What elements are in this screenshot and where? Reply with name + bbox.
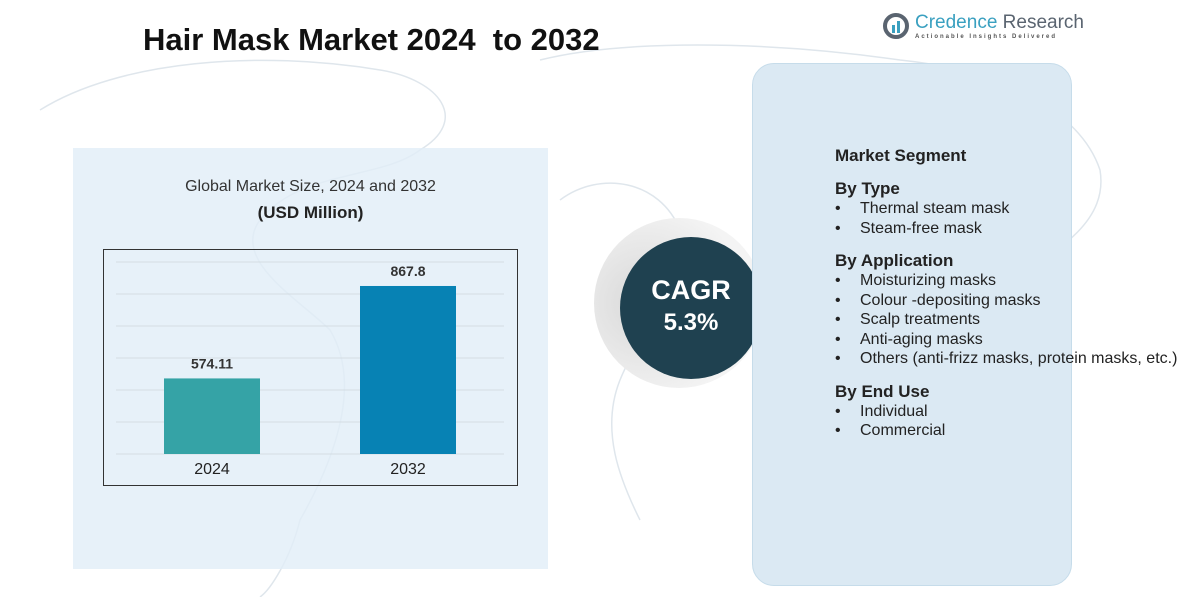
segment-item: Others (anti-frizz masks, protein masks,… xyxy=(835,349,1177,369)
logo-icon xyxy=(883,13,909,39)
bar-chart: 574.11 2024 867.8 2032 xyxy=(103,249,518,486)
chart-subtitle: (USD Million) xyxy=(257,203,364,222)
data-label: 867.8 xyxy=(390,263,425,279)
segment-group-list: IndividualCommercial xyxy=(835,402,1177,441)
segment-item: Thermal steam mask xyxy=(835,199,1177,219)
logo-name-2: Research xyxy=(997,12,1084,33)
segment-item: Moisturizing masks xyxy=(835,271,1177,291)
credence-research-logo: Credence Research Actionable Insights De… xyxy=(882,12,1084,40)
cagr-label: CAGR xyxy=(651,275,731,305)
segment-item: Individual xyxy=(835,402,1177,422)
bar-2024 xyxy=(164,378,260,454)
segment-item: Colour -depositing masks xyxy=(835,291,1177,311)
logo-tagline: Actionable Insights Delivered xyxy=(915,34,1058,40)
segment-group-list: Moisturizing masksColour -depositing mas… xyxy=(835,271,1177,369)
segment-item: Commercial xyxy=(835,421,1177,441)
cagr-badge: CAGR 5.3% xyxy=(620,237,762,379)
segment-heading: Market Segment xyxy=(835,146,967,165)
cagr-value: 5.3% xyxy=(663,309,719,336)
chart-title: Global Market Size, 2024 and 2032 xyxy=(185,178,436,195)
segment-group-title: By Type xyxy=(835,179,900,198)
segment-item: Anti-aging masks xyxy=(835,330,1177,350)
data-label: 574.11 xyxy=(191,355,233,371)
segment-item: Scalp treatments xyxy=(835,310,1177,330)
segment-group-title: By Application xyxy=(835,251,954,270)
segment-list: Market Segment By TypeThermal steam mask… xyxy=(835,146,1177,441)
logo-name: Credence xyxy=(915,12,998,33)
x-tick-label: 2024 xyxy=(194,461,230,478)
segment-item: Steam-free mask xyxy=(835,219,1177,239)
segment-group-list: Thermal steam maskSteam-free mask xyxy=(835,199,1177,238)
x-tick-label: 2032 xyxy=(390,461,426,478)
segment-group-title: By End Use xyxy=(835,381,930,401)
page-title: Hair Mask Market 2024 to 2032 xyxy=(143,22,600,57)
bar-2032 xyxy=(360,285,456,454)
